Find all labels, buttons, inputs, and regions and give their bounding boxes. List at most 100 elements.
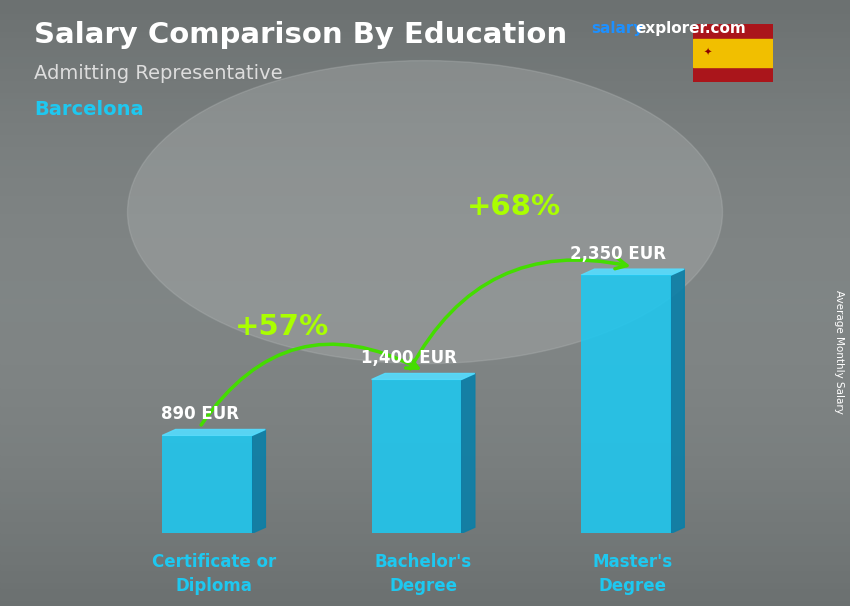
Bar [0, 291, 850, 297]
Bar [0, 255, 850, 261]
Bar [0, 479, 850, 485]
Bar [0, 582, 850, 588]
Bar [0, 321, 850, 327]
Bar [0, 297, 850, 303]
Bar [0, 521, 850, 527]
Ellipse shape [128, 61, 722, 364]
Bar [0, 24, 850, 30]
Bar [0, 473, 850, 479]
Bar [0, 339, 850, 345]
Bar [0, 503, 850, 509]
Bar [0, 551, 850, 558]
Text: 2,350 EUR: 2,350 EUR [570, 245, 666, 262]
Polygon shape [671, 269, 684, 533]
Bar [0, 109, 850, 115]
Bar [0, 164, 850, 170]
Bar [0, 61, 850, 67]
Bar [0, 412, 850, 418]
Bar [0, 145, 850, 152]
Bar [0, 485, 850, 491]
Bar [0, 600, 850, 606]
Bar [0, 261, 850, 267]
Bar [0, 218, 850, 224]
Bar [0, 424, 850, 430]
Bar [0, 6, 850, 12]
Bar [0, 539, 850, 545]
Text: Admitting Representative: Admitting Representative [34, 64, 282, 82]
Bar [0, 376, 850, 382]
Bar [0, 364, 850, 370]
Bar [0, 18, 850, 24]
Bar [0, 588, 850, 594]
Bar [0, 388, 850, 394]
Bar [0, 315, 850, 321]
Text: explorer.com: explorer.com [636, 21, 746, 36]
Text: Barcelona: Barcelona [34, 100, 144, 119]
Bar [0, 200, 850, 206]
Bar [0, 182, 850, 188]
Bar [0, 194, 850, 200]
Bar [0, 436, 850, 442]
Bar [0, 267, 850, 273]
Bar [693, 39, 774, 67]
Bar [0, 576, 850, 582]
Bar [0, 236, 850, 242]
Bar [0, 400, 850, 406]
Text: ✦: ✦ [704, 48, 711, 58]
Bar [0, 273, 850, 279]
Bar [0, 97, 850, 103]
Bar [0, 303, 850, 309]
Text: +68%: +68% [467, 193, 561, 221]
Polygon shape [252, 430, 265, 533]
Bar [0, 206, 850, 212]
Text: salary: salary [591, 21, 643, 36]
Bar [0, 448, 850, 454]
Bar [0, 103, 850, 109]
Text: Salary Comparison By Education: Salary Comparison By Education [34, 21, 567, 49]
Polygon shape [162, 430, 265, 436]
Text: 1,400 EUR: 1,400 EUR [361, 349, 457, 367]
Bar [0, 230, 850, 236]
Bar [0, 327, 850, 333]
Bar [0, 454, 850, 461]
Bar [0, 121, 850, 127]
Bar [0, 279, 850, 285]
Bar [0, 461, 850, 467]
Bar [0, 85, 850, 91]
Bar [0, 418, 850, 424]
Bar [0, 558, 850, 564]
Bar [0, 533, 850, 539]
Bar [0, 570, 850, 576]
Bar [581, 275, 671, 533]
Bar [0, 30, 850, 36]
Bar [0, 285, 850, 291]
Text: 890 EUR: 890 EUR [161, 405, 239, 423]
Bar [0, 545, 850, 551]
Bar [0, 152, 850, 158]
Bar [0, 497, 850, 503]
Text: Master's
Degree: Master's Degree [592, 553, 672, 594]
Bar [0, 333, 850, 339]
Bar [0, 515, 850, 521]
Bar [0, 188, 850, 194]
Bar [0, 115, 850, 121]
Bar [0, 36, 850, 42]
Bar [0, 212, 850, 218]
Bar [0, 442, 850, 448]
Text: +57%: +57% [235, 313, 329, 341]
Bar [0, 133, 850, 139]
Bar [0, 351, 850, 358]
Bar [0, 509, 850, 515]
Bar [0, 79, 850, 85]
Bar [0, 491, 850, 497]
Polygon shape [462, 373, 475, 533]
Bar [0, 242, 850, 248]
Bar [0, 594, 850, 600]
Bar [371, 379, 462, 533]
Bar [0, 139, 850, 145]
Bar [0, 42, 850, 48]
Polygon shape [371, 373, 475, 379]
Bar [0, 0, 850, 6]
Bar [0, 48, 850, 55]
Bar [0, 564, 850, 570]
